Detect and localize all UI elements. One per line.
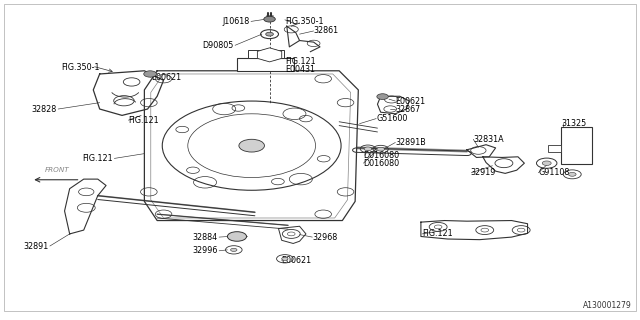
Text: D016080: D016080 bbox=[364, 151, 399, 160]
Circle shape bbox=[282, 257, 288, 260]
Text: 32861: 32861 bbox=[314, 27, 339, 36]
Text: 32884: 32884 bbox=[193, 233, 218, 242]
Text: 32891: 32891 bbox=[23, 242, 49, 251]
Text: E00621: E00621 bbox=[151, 73, 181, 82]
Text: D016080: D016080 bbox=[364, 159, 399, 168]
Text: D90805: D90805 bbox=[202, 41, 234, 50]
Text: FIG.350-1: FIG.350-1 bbox=[61, 63, 100, 72]
FancyBboxPatch shape bbox=[237, 58, 294, 71]
Circle shape bbox=[568, 172, 576, 176]
Text: 32831A: 32831A bbox=[473, 135, 504, 144]
Text: 32867: 32867 bbox=[396, 105, 420, 114]
Circle shape bbox=[264, 16, 275, 22]
Text: 32968: 32968 bbox=[312, 233, 337, 242]
Text: FRONT: FRONT bbox=[45, 167, 69, 173]
Text: A130001279: A130001279 bbox=[583, 301, 632, 310]
Text: 32891B: 32891B bbox=[396, 138, 426, 147]
Circle shape bbox=[377, 94, 388, 100]
Text: E00431: E00431 bbox=[285, 65, 315, 74]
FancyBboxPatch shape bbox=[548, 145, 561, 152]
Text: FIG.350-1: FIG.350-1 bbox=[285, 17, 323, 26]
Circle shape bbox=[227, 232, 246, 241]
Text: G51600: G51600 bbox=[376, 114, 408, 123]
Text: G91108: G91108 bbox=[538, 168, 570, 177]
Circle shape bbox=[542, 161, 551, 165]
Polygon shape bbox=[257, 48, 282, 62]
Text: E00621: E00621 bbox=[282, 256, 312, 265]
Circle shape bbox=[144, 71, 157, 77]
Text: J10618: J10618 bbox=[223, 17, 250, 26]
Text: 32828: 32828 bbox=[31, 105, 57, 114]
Text: 31325: 31325 bbox=[561, 119, 587, 128]
Text: FIG.121: FIG.121 bbox=[422, 229, 453, 238]
Circle shape bbox=[364, 147, 372, 151]
Text: FIG.121: FIG.121 bbox=[285, 57, 316, 66]
Text: 32996: 32996 bbox=[193, 246, 218, 255]
FancyBboxPatch shape bbox=[561, 127, 592, 164]
Circle shape bbox=[377, 147, 385, 151]
Text: 32919: 32919 bbox=[470, 168, 495, 177]
Text: FIG.121: FIG.121 bbox=[82, 154, 113, 163]
FancyBboxPatch shape bbox=[248, 50, 284, 58]
Text: FIG.121: FIG.121 bbox=[129, 116, 159, 125]
Circle shape bbox=[230, 248, 237, 252]
Circle shape bbox=[239, 139, 264, 152]
Circle shape bbox=[266, 32, 273, 36]
Text: E00621: E00621 bbox=[396, 97, 426, 106]
